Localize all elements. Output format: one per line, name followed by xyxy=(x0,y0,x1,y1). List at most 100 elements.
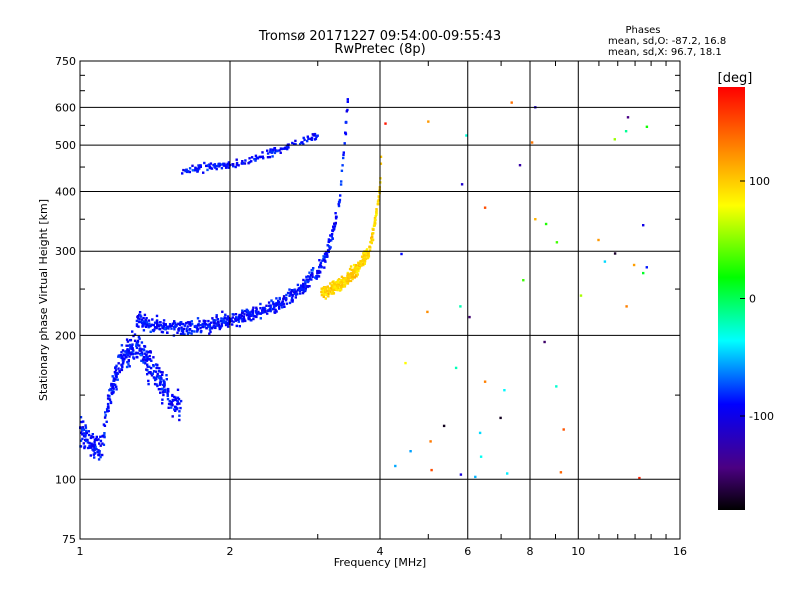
x-mode-point xyxy=(363,254,366,257)
x-mode-point xyxy=(351,277,354,281)
o-mode-point xyxy=(185,329,188,333)
o-mode-point xyxy=(292,291,295,294)
o-mode-point xyxy=(206,164,210,167)
o-mode-point xyxy=(213,165,216,168)
o-mode-point xyxy=(272,308,275,311)
x-mode-point xyxy=(324,297,327,300)
o-mode-point xyxy=(250,156,254,159)
o-mode-point xyxy=(291,289,294,293)
o-mode-point xyxy=(159,382,162,386)
o-mode-point xyxy=(306,135,309,138)
o-mode-point xyxy=(186,321,190,324)
o-mode-point xyxy=(126,340,130,343)
o-mode-point xyxy=(257,310,260,314)
o-mode-point xyxy=(304,280,307,283)
o-mode-point xyxy=(274,308,277,312)
o-mode-point xyxy=(127,359,130,362)
o-mode-point xyxy=(209,162,213,165)
o-mode-point xyxy=(147,382,150,386)
o-mode-point xyxy=(241,317,244,321)
o-mode-point xyxy=(145,350,148,353)
o-mode-point xyxy=(317,271,320,275)
o-mode-point xyxy=(337,204,341,208)
o-mode-point xyxy=(156,384,159,388)
o-mode-point xyxy=(253,314,256,318)
o-mode-point xyxy=(85,431,88,434)
o-mode-point xyxy=(110,382,113,386)
noise-point xyxy=(479,455,483,458)
o-mode-point xyxy=(273,311,276,314)
noise-point xyxy=(613,252,617,255)
o-mode-point xyxy=(136,341,140,344)
o-mode-point xyxy=(167,402,171,406)
data-points xyxy=(79,98,649,480)
o-mode-point xyxy=(309,137,312,141)
o-mode-point xyxy=(188,167,192,170)
o-mode-point xyxy=(325,253,329,256)
o-mode-point xyxy=(153,328,156,331)
o-mode-point xyxy=(214,326,217,330)
o-mode-point xyxy=(247,315,251,318)
o-mode-point xyxy=(235,158,238,161)
o-mode-point xyxy=(283,305,286,308)
o-mode-point xyxy=(208,323,211,326)
noise-point xyxy=(642,224,645,227)
x-mode-point xyxy=(346,282,350,285)
o-mode-point xyxy=(228,316,231,320)
o-mode-point xyxy=(231,323,234,326)
o-mode-point xyxy=(274,149,277,153)
o-mode-point xyxy=(215,316,218,319)
o-mode-point xyxy=(126,361,129,364)
noise-point xyxy=(459,305,462,308)
x-mode-point xyxy=(330,284,334,288)
o-mode-point xyxy=(237,164,240,167)
x-axis-ticks: 1 2 4 6 8 10 16 xyxy=(77,61,687,558)
o-mode-point xyxy=(84,426,88,429)
o-mode-point xyxy=(114,369,118,372)
y-axis-label: Stationary phase Virtual Height [km] xyxy=(37,199,50,401)
o-mode-point xyxy=(166,331,169,334)
o-mode-point xyxy=(145,317,148,320)
o-mode-point xyxy=(292,289,295,292)
o-mode-point xyxy=(216,318,219,321)
o-mode-point xyxy=(208,166,212,169)
x-mode-point xyxy=(333,284,336,287)
x-mode-point xyxy=(359,260,363,263)
o-mode-point xyxy=(289,293,293,296)
o-mode-point xyxy=(223,164,227,167)
o-mode-point xyxy=(125,338,129,341)
noise-point xyxy=(400,252,403,256)
o-mode-point xyxy=(262,157,265,160)
noise-point xyxy=(626,116,630,119)
o-mode-point xyxy=(121,363,124,367)
o-mode-point xyxy=(135,319,139,323)
o-mode-point xyxy=(230,320,233,323)
o-mode-point xyxy=(103,416,107,419)
o-mode-point xyxy=(346,100,349,103)
o-mode-point xyxy=(173,405,177,408)
o-mode-point xyxy=(83,446,86,450)
x-mode-point xyxy=(366,256,370,259)
x-mode-point xyxy=(329,282,332,285)
x-mode-point xyxy=(335,281,338,284)
o-mode-point xyxy=(238,317,241,321)
o-mode-point xyxy=(248,317,251,320)
o-mode-point xyxy=(179,321,182,324)
o-mode-point xyxy=(285,302,289,305)
o-mode-point xyxy=(105,408,109,411)
x-mode-point xyxy=(374,215,377,218)
o-mode-point xyxy=(297,287,301,290)
o-mode-point xyxy=(346,108,349,112)
o-mode-point xyxy=(193,330,196,333)
o-mode-point xyxy=(145,359,149,362)
o-mode-point xyxy=(212,163,215,167)
o-mode-point xyxy=(131,353,135,356)
o-mode-point xyxy=(135,346,139,349)
o-mode-point xyxy=(163,384,166,387)
o-mode-point xyxy=(115,388,118,391)
o-mode-point xyxy=(305,278,308,281)
x-mode-point xyxy=(357,267,360,271)
o-mode-point xyxy=(190,332,193,335)
o-mode-point xyxy=(99,435,102,438)
o-mode-point xyxy=(254,311,258,314)
